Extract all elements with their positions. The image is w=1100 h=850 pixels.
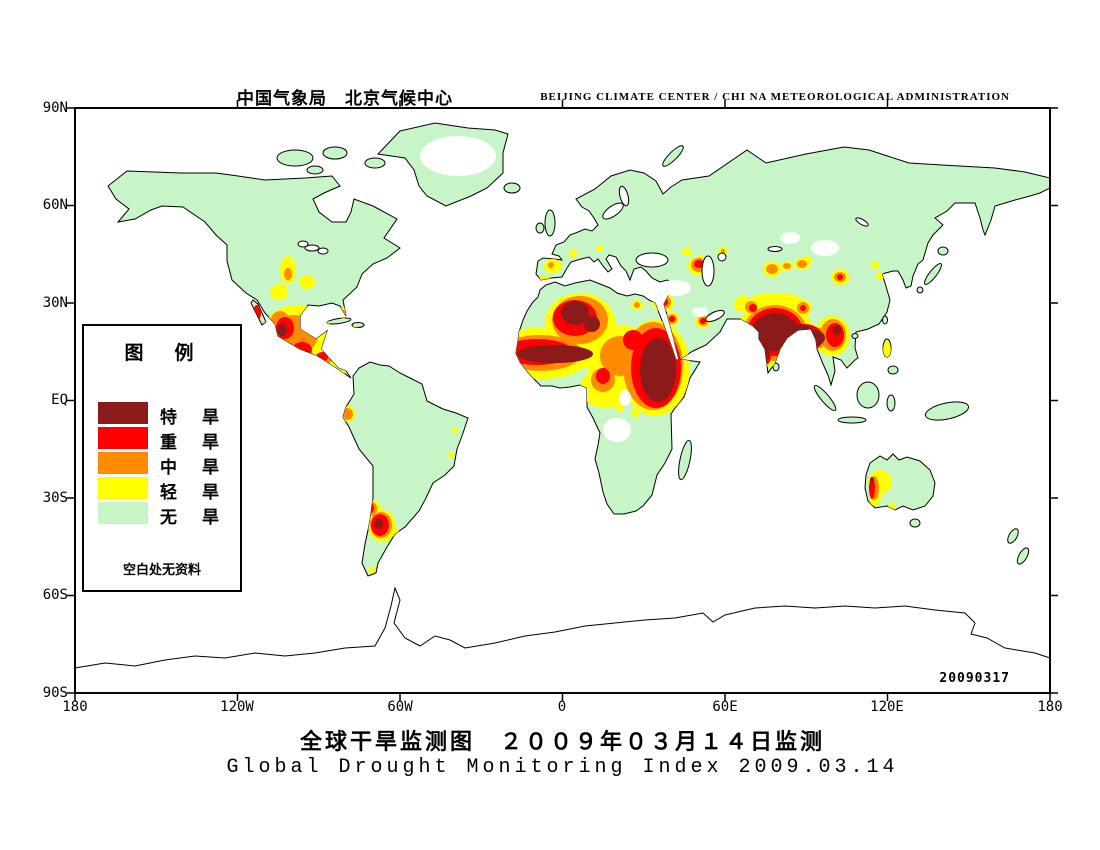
footer-title-cn: 全球干旱监测图 ２００９年０３月１４日监测 xyxy=(299,729,825,754)
legend-item-severe: 重 旱 xyxy=(84,427,240,452)
axis-ticks xyxy=(67,100,1058,701)
map-frame xyxy=(67,100,1058,701)
legend-item-label: 轻 旱 xyxy=(160,483,223,502)
light-drought-swatch xyxy=(98,477,148,499)
world-map-svg xyxy=(67,100,1058,701)
footer-title-en: Global Drought Monitoring Index 2009.03.… xyxy=(226,756,899,779)
moderate-drought-swatch xyxy=(98,452,148,474)
no-drought-swatch xyxy=(98,502,148,524)
map-date-stamp: 20090317 xyxy=(939,671,1010,686)
lat-label-90s: 90S xyxy=(42,685,68,701)
antarctica-coastline xyxy=(74,586,1051,669)
header-agency-en: BEIJING CLIMATE CENTER / CHI NA METEOROL… xyxy=(540,91,1010,103)
legend-item-moderate: 中 旱 xyxy=(84,452,240,477)
legend-note: 空白处无资料 xyxy=(122,562,201,577)
lat-label-90n: 90N xyxy=(42,100,68,116)
extreme-drought-swatch xyxy=(98,402,148,424)
lon-label-180w: 180 xyxy=(62,699,88,715)
lat-label-30s: 30S xyxy=(42,490,68,506)
legend-item-label: 特 旱 xyxy=(160,408,223,427)
legend-box: 图 例 特 旱 重 旱 中 旱 轻 旱 无 旱 空白处无资料 xyxy=(82,324,242,592)
legend-item-label: 重 旱 xyxy=(160,433,223,452)
legend-item-extreme: 特 旱 xyxy=(84,402,240,427)
header-agency-cn: 中国气象局 北京气候中心 xyxy=(237,89,453,108)
inland-seas-layer xyxy=(297,185,869,323)
lat-label-30n: 30N xyxy=(42,295,68,311)
lat-label-eq: EQ xyxy=(51,392,68,408)
legend-item-label: 中 旱 xyxy=(160,458,223,477)
lon-label-60e: 60E xyxy=(712,699,738,715)
lon-label-120w: 120W xyxy=(220,699,254,715)
legend-item-light: 轻 旱 xyxy=(84,477,240,502)
lat-label-60s: 60S xyxy=(42,587,68,603)
lon-label-120e: 120E xyxy=(870,699,904,715)
severe-drought-swatch xyxy=(98,427,148,449)
lat-label-60n: 60N xyxy=(42,197,68,213)
legend-item-none: 无 旱 xyxy=(84,502,240,527)
legend-title: 图 例 xyxy=(124,343,200,364)
lon-label-0: 0 xyxy=(557,699,567,715)
nodata-layer xyxy=(420,136,839,442)
legend-item-label: 无 旱 xyxy=(160,508,223,527)
lon-label-60w: 60W xyxy=(387,699,413,715)
lon-label-180e: 180 xyxy=(1037,699,1063,715)
